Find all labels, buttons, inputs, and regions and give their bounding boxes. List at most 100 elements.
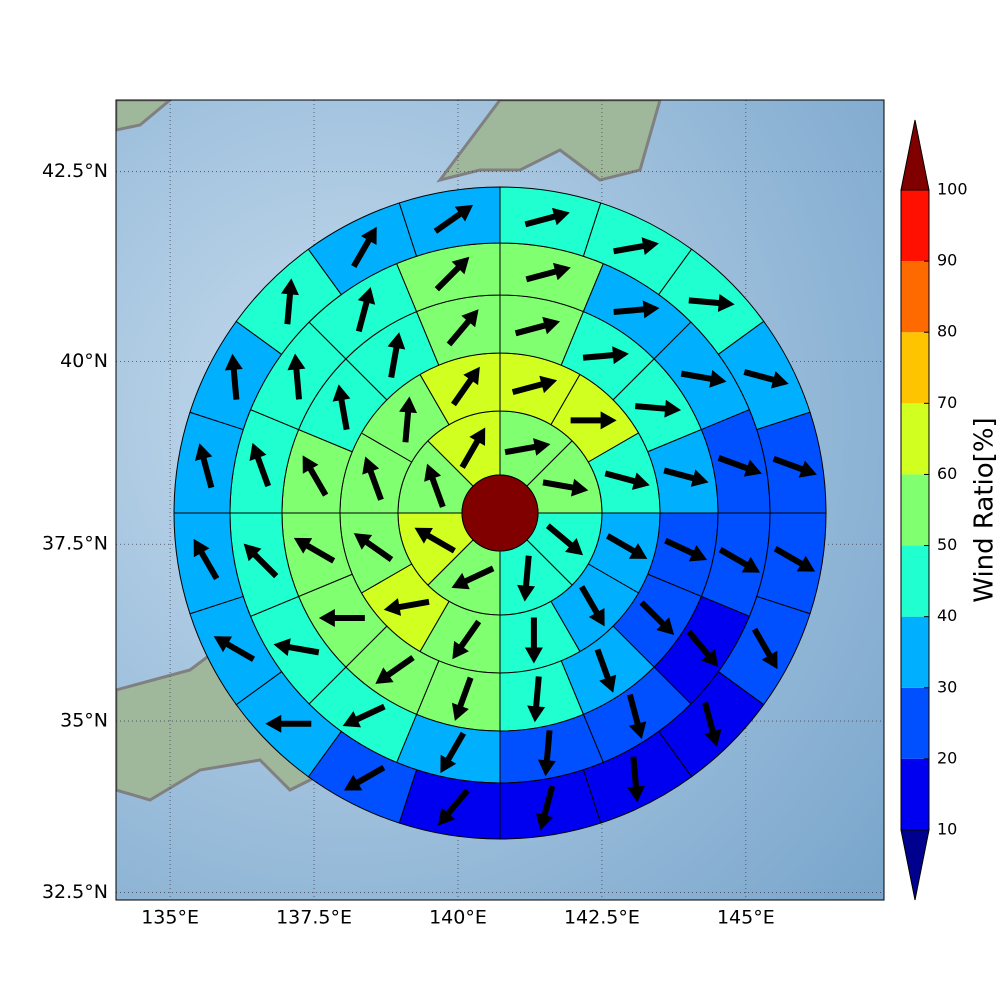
colorbar-tick-label: 50 [937, 535, 957, 554]
wind-arrow [582, 346, 629, 365]
colorbar-tick-label: 20 [937, 748, 957, 767]
wind-arrows [193, 204, 817, 831]
wind-arrow [527, 676, 546, 723]
colorbar-over [900, 119, 930, 191]
wind-arrow [375, 655, 415, 684]
wind-arrow [249, 442, 272, 488]
wind-arrow [686, 629, 719, 667]
colorbar-tick-label: 80 [937, 322, 957, 341]
wind-arrow [451, 565, 495, 590]
wind-arrow [424, 463, 446, 508]
wind-arrow [663, 467, 709, 487]
colorbar-bin [901, 403, 929, 475]
wind-arrow [437, 788, 470, 826]
wind-arrow [459, 427, 486, 469]
wind-arrow [517, 555, 536, 602]
wind-arrow [702, 701, 722, 747]
colorbar-under [900, 829, 930, 901]
colorbar-tick-label: 70 [937, 393, 957, 412]
wind-arrow [287, 353, 306, 400]
wind-arrow [343, 764, 386, 791]
land [436, 100, 662, 183]
wind-arrow [613, 237, 659, 255]
land [116, 100, 173, 132]
colorbar-tick-label: 60 [937, 464, 957, 483]
map [116, 100, 884, 900]
wind-arrow [688, 294, 735, 312]
wind-arrow [355, 286, 376, 333]
wind-arrow [579, 585, 605, 627]
wind-arrow [433, 204, 474, 234]
y-tick-label: 37.5°N [42, 533, 108, 555]
wind-arrow [353, 533, 394, 562]
colorbar-bin [901, 758, 929, 830]
wind-arrow [351, 226, 377, 269]
wind-arrow [213, 636, 256, 662]
colorbar: 10 20 30 40 50 60 70 80 90 100 [900, 119, 968, 901]
colorbar-bin [901, 474, 929, 546]
colorbar-bin [901, 332, 929, 404]
wind-arrow [451, 676, 474, 721]
wind-arrow [451, 366, 480, 407]
wind-arrow [193, 538, 220, 581]
colorbar-bin [901, 616, 929, 688]
wind-arrow [387, 332, 406, 379]
y-tick-label: 40°N [60, 350, 108, 372]
ticks: 135°E 137.5°E 140°E 142.5°E 145°E 32.5°N 35°N 3… [42, 160, 775, 928]
wind-arrow [383, 598, 430, 616]
plot-frame [115, 99, 885, 901]
wind-arrow [718, 547, 761, 573]
wind-arrow [440, 731, 466, 774]
wind-arrow [537, 730, 556, 777]
wind-arrow [680, 369, 727, 388]
colorbar-bin [901, 545, 929, 617]
wind-arrow [318, 609, 365, 628]
y-tick-label: 42.5°N [42, 160, 108, 182]
center-marker [461, 474, 539, 552]
x-tick-label: 135°E [141, 907, 199, 929]
wind-arrow [273, 638, 320, 657]
wind-arrow [511, 375, 558, 396]
wind-arrow [434, 256, 470, 292]
colorbar-tick-label: 40 [937, 606, 957, 625]
wind-arrow [626, 693, 647, 740]
x-tick-label: 140°E [429, 907, 487, 929]
wind-arrow [634, 399, 682, 418]
wind-arrow [524, 617, 543, 664]
wind-arrow [773, 546, 816, 572]
wind-arrow [281, 278, 299, 325]
wind-arrow [717, 455, 762, 477]
colorbar-tick-label: 90 [937, 251, 957, 270]
wind-arrow [664, 537, 708, 562]
wind-arrow [594, 648, 617, 693]
wind-arrow [362, 456, 384, 501]
wind-arrow [504, 438, 551, 456]
colorbar-label: Wind Ratio[%] [970, 417, 1000, 602]
wind-arrow [542, 478, 589, 497]
wind-arrow [302, 455, 329, 497]
wind-arrow [627, 756, 645, 803]
wind-arrow [332, 384, 351, 431]
wind-arrow [639, 600, 675, 635]
wind-arrow [399, 396, 418, 443]
wind-arrow [224, 353, 243, 400]
colorbar-bin [901, 687, 929, 759]
x-tick-label: 137.5°E [276, 907, 352, 929]
wind-arrow [194, 443, 215, 489]
wind-arrow [446, 309, 479, 347]
wind-arrow [243, 543, 279, 579]
colorbar-tick-label: 10 [937, 820, 957, 839]
wind-arrow [604, 470, 650, 490]
wind-arrow [452, 619, 482, 660]
wind-arrow [743, 369, 789, 389]
colorbar-tick-label: 100 [937, 180, 968, 199]
wind-arrow [751, 627, 778, 670]
x-tick-label: 145°E [717, 907, 775, 929]
colorbar-bin [901, 190, 929, 262]
wind-arrow [265, 714, 312, 733]
colorbar-tick-label: 30 [937, 677, 957, 696]
wind-arrow [605, 533, 648, 559]
wind-arrow [570, 411, 617, 430]
wind-arrow [772, 456, 817, 478]
